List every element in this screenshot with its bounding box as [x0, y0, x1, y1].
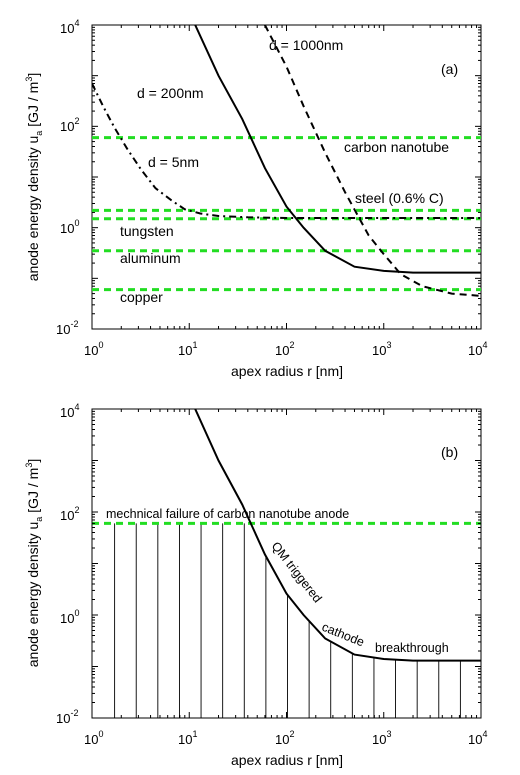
panel-a-ticks — [91, 24, 482, 330]
panel-a-curves — [92, 25, 481, 297]
panel-a: 104 102 100 10-2 100 101 102 103 104 ape… — [24, 18, 487, 379]
xtick-label: 104 — [468, 340, 487, 358]
series-label-d-1000nm: d = 1000nm — [269, 37, 343, 53]
ytick-label: 102 — [60, 505, 79, 523]
hline-label-carbon-nanotube: carbon nanotube — [344, 139, 449, 155]
panel-b-x-tick-labels: 100 101 102 103 104 — [84, 729, 487, 747]
xtick-label: 101 — [178, 729, 197, 747]
xtick-label: 103 — [372, 340, 391, 358]
panel-b: 104 102 100 10-2 100 101 102 103 104 ape… — [24, 402, 487, 768]
ytick-label: 100 — [60, 218, 79, 236]
xtick-label: 101 — [178, 340, 197, 358]
hline-label-steel: steel (0.6% C) — [355, 190, 444, 206]
ytick-label: 104 — [60, 18, 79, 36]
panel-a-frame — [91, 24, 482, 330]
series-curve — [264, 25, 481, 297]
xtick-label: 102 — [275, 729, 294, 747]
ytick-label: 102 — [60, 116, 79, 134]
panel-a-y-axis-label: anode energy density ua [GJ / m3] — [24, 73, 44, 282]
ytick-label: 100 — [60, 608, 79, 626]
panel-b-label: (b) — [441, 444, 458, 460]
panel-b-y-axis-label: anode energy density ua [GJ / m3] — [24, 459, 44, 668]
panel-a-label: (a) — [441, 61, 458, 77]
series-curve — [194, 25, 481, 274]
series-curve — [92, 83, 481, 219]
hline-label-copper: copper — [120, 289, 163, 305]
panel-b-y-tick-labels: 104 102 100 10-2 — [56, 402, 79, 726]
hline-label-aluminum: aluminum — [120, 250, 181, 266]
panel-b-x-axis-label: apex radius r [nm] — [231, 752, 343, 768]
panel-a-y-tick-labels: 104 102 100 10-2 — [56, 18, 79, 337]
panel-b-hatch-region — [114, 523, 461, 718]
xtick-label: 100 — [84, 729, 103, 747]
hline-label-tungsten: tungsten — [120, 223, 174, 239]
curve-annotation-qm-triggered: QM triggered — [269, 539, 325, 605]
ytick-label: 104 — [60, 402, 79, 420]
series-curve — [194, 409, 481, 662]
xtick-label: 104 — [468, 729, 487, 747]
ytick-label: 10-2 — [56, 708, 78, 726]
xtick-label: 102 — [275, 340, 294, 358]
xtick-label: 100 — [84, 340, 103, 358]
hline-label-mechanical-failure: mechnical failure of carbon nanotube ano… — [106, 507, 349, 521]
panel-b-curves — [194, 409, 481, 662]
panel-a-x-tick-labels: 100 101 102 103 104 — [84, 340, 487, 358]
xtick-label: 103 — [372, 729, 391, 747]
panel-a-x-axis-label: apex radius r [nm] — [231, 363, 343, 379]
series-label-d-5nm: d = 5nm — [148, 154, 199, 170]
ytick-label: 10-2 — [56, 319, 78, 337]
curve-annotation-cathode: cathode — [320, 620, 367, 650]
panel-b-ticks — [91, 408, 482, 719]
series-label-d-200nm: d = 200nm — [137, 85, 204, 101]
curve-annotation-breakthrough: breakthrough — [375, 641, 449, 655]
